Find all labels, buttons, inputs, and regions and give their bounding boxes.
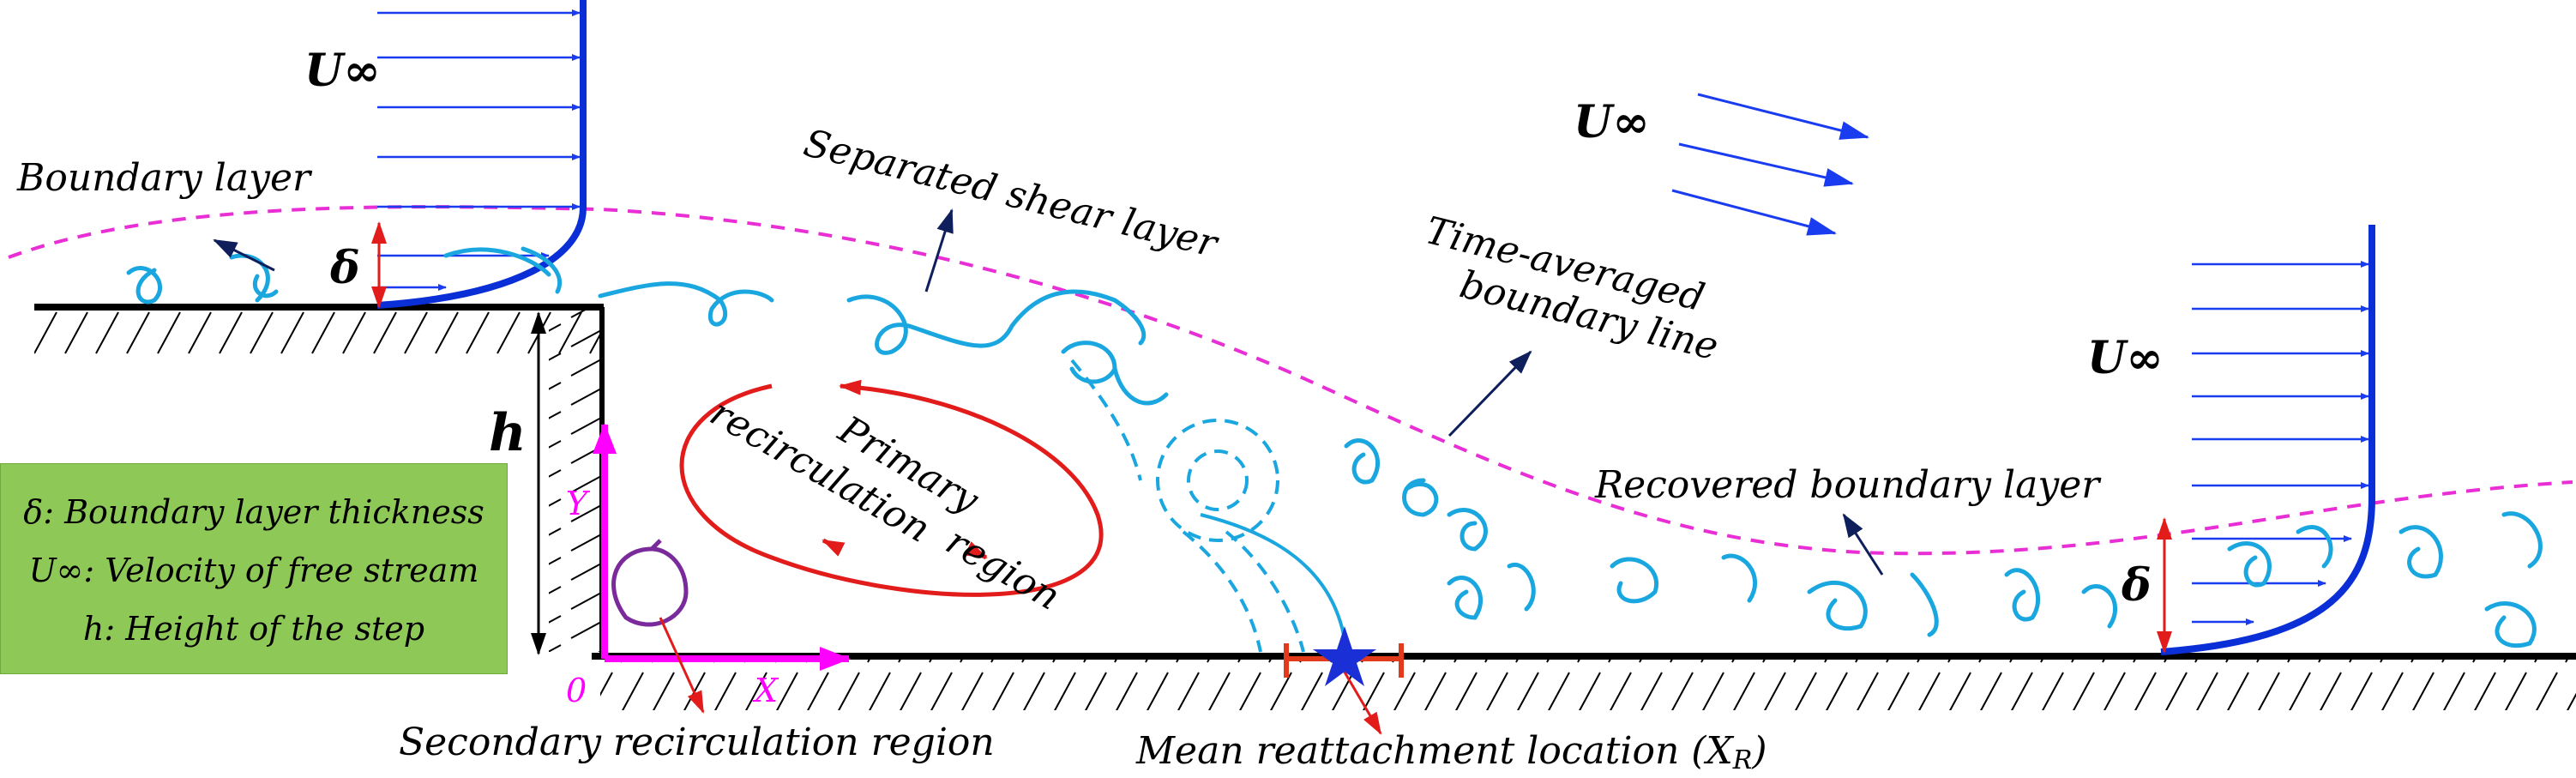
mean-reattachment-label: Mean reattachment location (XR) (1135, 729, 1767, 775)
lower-wall (592, 653, 2576, 710)
separated-shear-layer-label: Separated shear layer (799, 121, 1224, 267)
h-label: h (489, 403, 527, 463)
delta-label-outlet: δ (2121, 559, 2152, 612)
coordinate-axes (593, 423, 851, 671)
axis-x-label: X (752, 672, 779, 709)
legend-u-inf: U∞: Velocity of free stream (28, 552, 479, 589)
reattachment-vortex (1070, 359, 1305, 653)
primary-label-3: region (939, 519, 1068, 618)
primary-recirculation-loop (679, 379, 1104, 597)
legend-box: δ: Boundary layer thickness U∞: Velocity… (0, 463, 508, 674)
star-icon (1313, 626, 1376, 686)
u-inf-label-inlet: U∞ (304, 45, 381, 97)
secondary-recirculation-label: Secondary recirculation region (399, 721, 995, 764)
outlet-velocity-profile (2160, 225, 2375, 655)
u-inf-label-outlet: U∞ (2087, 332, 2164, 384)
vortex-structures (126, 246, 2543, 648)
axis-y-label: Y (566, 485, 591, 522)
boundary-layer-label: Boundary layer (16, 156, 313, 200)
upper-wall (34, 304, 604, 362)
free-stream-arrows (1671, 93, 1869, 236)
pointer-arrows (213, 208, 1884, 576)
legend-h: h: Height of the step (82, 610, 425, 648)
reattachment-marker (1284, 626, 1404, 686)
origin-label: 0 (566, 672, 587, 709)
recovered-boundary-layer-label: Recovered boundary layer (1594, 463, 2102, 507)
secondary-recirculation-loop (611, 539, 689, 627)
red-pointer-arrows (659, 617, 1382, 735)
delta-label-inlet: δ (329, 242, 360, 294)
reattachment-curve (1200, 513, 1348, 653)
inlet-velocity-profile (376, 0, 587, 309)
step-face (549, 307, 605, 656)
u-inf-label-top: U∞ (1574, 96, 1650, 148)
legend-delta: δ: Boundary layer thickness (23, 493, 485, 531)
